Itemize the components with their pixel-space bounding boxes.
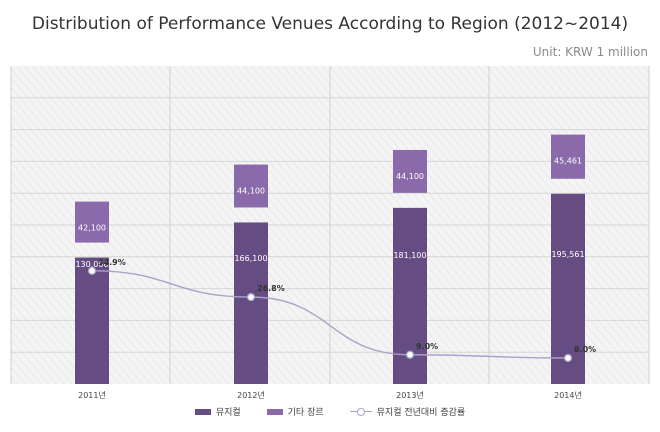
- data-label-other: 44,100: [237, 187, 265, 196]
- legend-swatch-other: [266, 408, 283, 415]
- legend-label-musical: 뮤지컬: [215, 408, 241, 418]
- chart-area: 42,100 130,000 44,100 166,100 44,100 181,100 4…: [10, 66, 650, 400]
- growth-rate-point: [563, 353, 573, 363]
- growth-rate-label: 9.0%: [416, 342, 438, 351]
- growth-rate-label: 8.0%: [574, 345, 596, 354]
- x-tick-label: 2011년: [78, 390, 106, 400]
- bar-musical: [75, 257, 109, 384]
- legend-swatch-growth: [349, 407, 372, 416]
- bar-other-genre: [234, 164, 268, 208]
- data-label-other: 44,100: [396, 172, 424, 181]
- bar-other-genre: [75, 201, 109, 243]
- data-label-musical: 130,000: [75, 260, 108, 269]
- data-label-other: 45,461: [554, 157, 582, 166]
- legend-label-growth: 뮤지컬 전년대비 증감률: [376, 408, 466, 418]
- legend-item-other: 기타 장르: [266, 405, 324, 418]
- data-label-musical: 195,561: [551, 250, 584, 259]
- bar-musical: [551, 193, 585, 384]
- legend-item-growth: 뮤지컬 전년대비 증감률: [349, 405, 466, 418]
- growth-rate-point: [405, 350, 415, 359]
- legend: 뮤지컬 기타 장르 뮤지컬 전년대비 증감률: [0, 405, 660, 418]
- chart-title: Distribution of Performance Venues Accor…: [31, 14, 629, 34]
- unit-label: Unit: KRW 1 million: [532, 45, 648, 59]
- growth-rate-point: [87, 266, 97, 275]
- data-label-other: 42,100: [78, 224, 106, 233]
- legend-swatch-musical: [194, 408, 211, 415]
- bar-other-genre: [551, 134, 585, 179]
- growth-rate-line: [91, 270, 569, 359]
- growth-rate-label: 34.9%: [98, 258, 126, 267]
- data-label-musical: 166,100: [234, 254, 267, 263]
- growth-rate-label: 26.8%: [257, 284, 285, 293]
- x-tick-label: 2012년: [237, 390, 265, 400]
- bar-musical: [234, 222, 268, 384]
- data-label-musical: 181,100: [393, 251, 426, 260]
- x-tick-label: 2013년: [396, 390, 424, 400]
- bar-other-genre: [393, 149, 427, 193]
- growth-rate-point: [246, 292, 256, 302]
- legend-label-other: 기타 장르: [287, 408, 324, 418]
- legend-item-musical: 뮤지컬: [194, 405, 241, 418]
- x-tick-label: 2014년: [554, 390, 582, 400]
